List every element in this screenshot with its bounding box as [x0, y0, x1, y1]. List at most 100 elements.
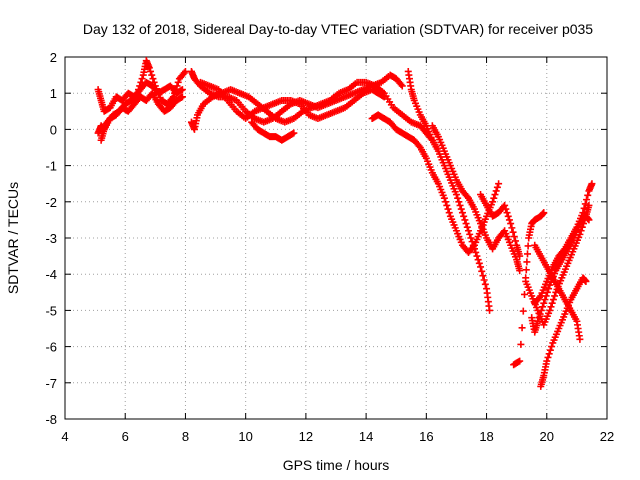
- data-point: [471, 245, 479, 253]
- data-point: [172, 86, 180, 94]
- data-point: [464, 227, 472, 235]
- data-point: [543, 288, 551, 296]
- data-point: [585, 201, 593, 209]
- data-point: [549, 296, 557, 304]
- data-point: [452, 191, 460, 199]
- y-ticks: 2 1 0 -1 -2 -3 -4 -5 -6 -7 -8: [45, 50, 607, 427]
- data-point: [463, 193, 471, 201]
- y-axis-label: SDTVAR / TECUs: [5, 182, 21, 294]
- data-point: [181, 67, 189, 75]
- data-point: [493, 183, 501, 191]
- data-point: [137, 78, 145, 86]
- data-point: [551, 292, 559, 300]
- data-point: [444, 205, 452, 213]
- data-point: [524, 242, 532, 250]
- data-point: [510, 233, 518, 241]
- data-point: [580, 204, 588, 212]
- data-point: [546, 306, 554, 314]
- x-axis-label: GPS time / hours: [283, 457, 390, 473]
- series-track-j: [428, 122, 524, 275]
- data-point: [136, 82, 144, 90]
- x-tick-label: 6: [122, 429, 129, 444]
- data-point: [576, 335, 584, 343]
- data-point: [535, 314, 543, 322]
- data-point: [505, 216, 513, 224]
- data-point: [145, 64, 153, 72]
- data-point: [583, 196, 591, 204]
- data-point: [457, 205, 465, 213]
- data-point: [503, 209, 511, 217]
- data-point: [481, 280, 489, 288]
- data-point: [479, 272, 487, 280]
- data-point: [522, 266, 530, 274]
- data-point: [132, 91, 140, 99]
- data-point: [475, 259, 483, 267]
- data-point: [501, 201, 509, 209]
- data-point: [579, 209, 587, 217]
- x-tick-label: 4: [61, 429, 68, 444]
- y-tick-label: -3: [45, 231, 57, 246]
- data-point: [454, 194, 462, 202]
- data-point: [581, 200, 589, 208]
- x-tick-label: 14: [359, 429, 373, 444]
- data-point: [582, 277, 590, 285]
- data-point: [148, 71, 156, 79]
- data-point: [542, 292, 550, 300]
- data-point: [443, 201, 451, 209]
- data-point: [508, 224, 516, 232]
- x-tick-label: 16: [419, 429, 433, 444]
- data-point: [149, 75, 157, 83]
- x-tick-label: 22: [600, 429, 614, 444]
- data-point: [469, 241, 477, 249]
- data-point: [520, 290, 528, 298]
- data-point: [492, 187, 500, 195]
- data-point: [478, 267, 486, 275]
- data-point: [147, 67, 155, 75]
- data-point: [462, 220, 470, 228]
- data-point: [415, 142, 423, 150]
- data-point: [548, 343, 556, 351]
- data-point: [534, 317, 542, 325]
- data-point: [545, 350, 553, 358]
- data-point: [511, 237, 519, 245]
- data-point: [523, 258, 531, 266]
- data-point: [490, 194, 498, 202]
- data-point: [461, 216, 469, 224]
- data-points: [94, 57, 596, 390]
- y-tick-label: 1: [50, 86, 57, 101]
- data-point: [518, 324, 526, 332]
- data-point: [472, 248, 480, 256]
- data-point: [544, 353, 552, 361]
- data-point: [174, 78, 182, 86]
- data-point: [463, 223, 471, 231]
- y-tick-label: -2: [45, 195, 57, 210]
- y-tick-label: -4: [45, 267, 57, 282]
- data-point: [458, 209, 466, 217]
- y-tick-label: 0: [50, 122, 57, 137]
- data-point: [588, 180, 596, 188]
- data-point: [397, 81, 405, 89]
- data-point: [468, 238, 476, 246]
- data-point: [180, 69, 188, 77]
- data-point: [474, 256, 482, 264]
- data-point: [543, 357, 551, 365]
- y-tick-label: 2: [50, 50, 57, 65]
- data-point: [537, 306, 545, 314]
- data-point: [173, 82, 181, 90]
- data-point: [509, 228, 517, 236]
- data-point: [540, 299, 548, 307]
- series-track-f: [197, 78, 388, 123]
- data-point: [398, 82, 406, 90]
- y-tick-label: -8: [45, 412, 57, 427]
- data-point: [536, 293, 544, 301]
- data-point: [178, 86, 186, 94]
- data-point: [524, 250, 532, 258]
- data-point: [290, 129, 298, 137]
- data-point: [489, 198, 497, 206]
- data-point: [504, 212, 512, 220]
- y-tick-label: -1: [45, 159, 57, 174]
- data-point: [473, 252, 481, 260]
- x-tick-label: 18: [479, 429, 493, 444]
- data-point: [138, 75, 146, 83]
